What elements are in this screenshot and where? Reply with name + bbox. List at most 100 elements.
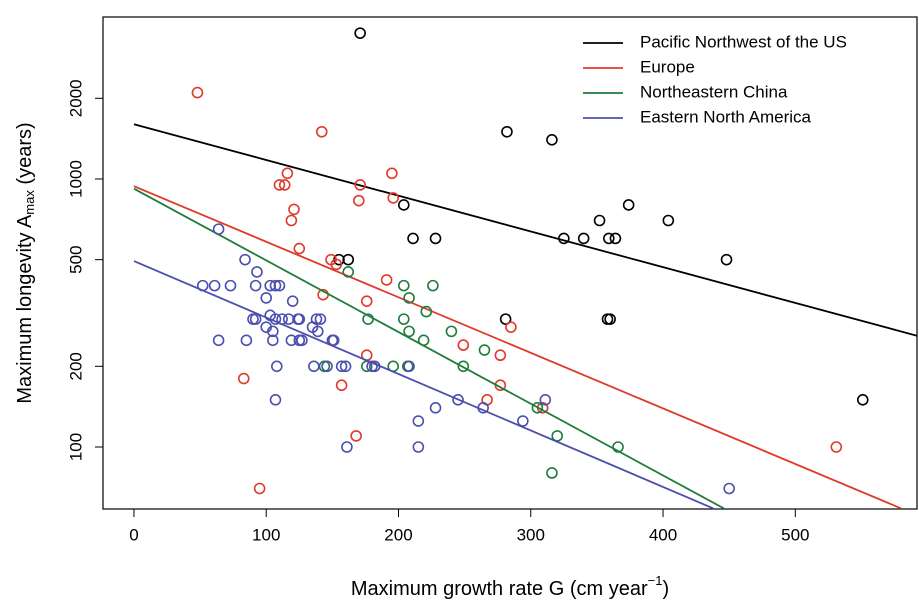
y-tick-label: 500: [66, 245, 85, 273]
point: [546, 134, 558, 146]
legend-label: Eastern North America: [640, 107, 812, 126]
point: [271, 360, 283, 373]
point: [429, 232, 442, 245]
point: [327, 334, 340, 347]
point: [403, 325, 415, 338]
point: [368, 360, 381, 373]
fit-line: [133, 187, 725, 509]
point: [312, 325, 324, 338]
point: [856, 393, 869, 406]
point: [577, 232, 590, 245]
point: [407, 232, 419, 245]
legend-label: Pacific Northwest of the US: [640, 32, 847, 51]
point: [314, 313, 327, 325]
point: [604, 313, 616, 325]
y-label-text: Maximum longevity A: [14, 214, 36, 404]
point: [353, 194, 365, 207]
point: [609, 232, 622, 245]
point: [293, 313, 306, 325]
y-label-sub: max: [22, 190, 37, 215]
point: [387, 192, 400, 204]
point: [281, 167, 294, 180]
y-tick-label: 2000: [66, 79, 85, 117]
point: [293, 242, 306, 255]
point: [269, 393, 282, 406]
fit-line: [133, 123, 917, 337]
point: [380, 274, 393, 286]
point: [593, 214, 606, 227]
point: [267, 334, 279, 347]
x-tick-label: 200: [384, 525, 412, 544]
point: [191, 86, 204, 99]
y-tick-label: 200: [66, 352, 85, 380]
x-label-text: Maximum growth rate G (cm year: [351, 578, 648, 600]
y-label-end: (years): [14, 122, 36, 190]
point: [360, 295, 373, 307]
x-tick-label: 300: [517, 525, 545, 544]
point: [273, 279, 286, 292]
point: [335, 360, 348, 373]
point: [260, 292, 273, 304]
point: [212, 223, 225, 235]
point: [251, 266, 263, 278]
point: [362, 313, 374, 325]
point: [457, 339, 470, 351]
point: [315, 125, 328, 138]
point: [278, 179, 291, 191]
point: [397, 279, 410, 292]
point: [288, 203, 300, 216]
point: [397, 199, 410, 211]
point: [342, 253, 355, 266]
point: [558, 232, 570, 245]
x-tick-label: 0: [129, 525, 138, 544]
x-tick-label: 400: [649, 525, 677, 544]
point: [240, 334, 253, 347]
point: [212, 334, 225, 347]
point: [249, 313, 262, 325]
x-label-sup: −1: [648, 573, 663, 588]
legend-label: Europe: [640, 57, 695, 76]
point: [501, 125, 513, 138]
point: [412, 441, 425, 453]
point: [403, 360, 415, 373]
y-tick-label: 1000: [66, 160, 85, 198]
point: [662, 214, 675, 227]
fit-line: [133, 260, 714, 509]
x-tick-label: 500: [781, 525, 809, 544]
point: [427, 279, 439, 292]
x-tick-label: 100: [252, 525, 280, 544]
point: [249, 279, 262, 292]
point: [420, 305, 433, 318]
y-tick-label: 100: [66, 433, 85, 461]
point: [612, 441, 624, 453]
point: [273, 179, 286, 191]
point: [622, 199, 635, 211]
point: [494, 349, 507, 362]
point: [267, 325, 279, 338]
point: [539, 393, 552, 406]
point: [239, 253, 251, 266]
point: [546, 467, 558, 479]
point: [269, 313, 282, 325]
point: [457, 360, 470, 373]
point: [321, 360, 333, 373]
legend-label: Northeastern China: [640, 82, 788, 101]
point: [505, 321, 517, 333]
point: [308, 360, 320, 373]
point: [429, 402, 442, 414]
point: [386, 167, 398, 180]
point: [208, 279, 221, 292]
y-axis-label: Maximum longevity Amax (years): [14, 122, 37, 403]
point: [478, 344, 491, 356]
point: [350, 430, 362, 442]
point: [403, 292, 415, 304]
point: [417, 334, 430, 347]
point: [335, 379, 348, 392]
point: [412, 415, 425, 427]
point: [354, 27, 366, 39]
point: [237, 372, 250, 385]
point: [517, 415, 529, 427]
x-label-end: ): [662, 578, 669, 600]
point: [196, 279, 209, 292]
